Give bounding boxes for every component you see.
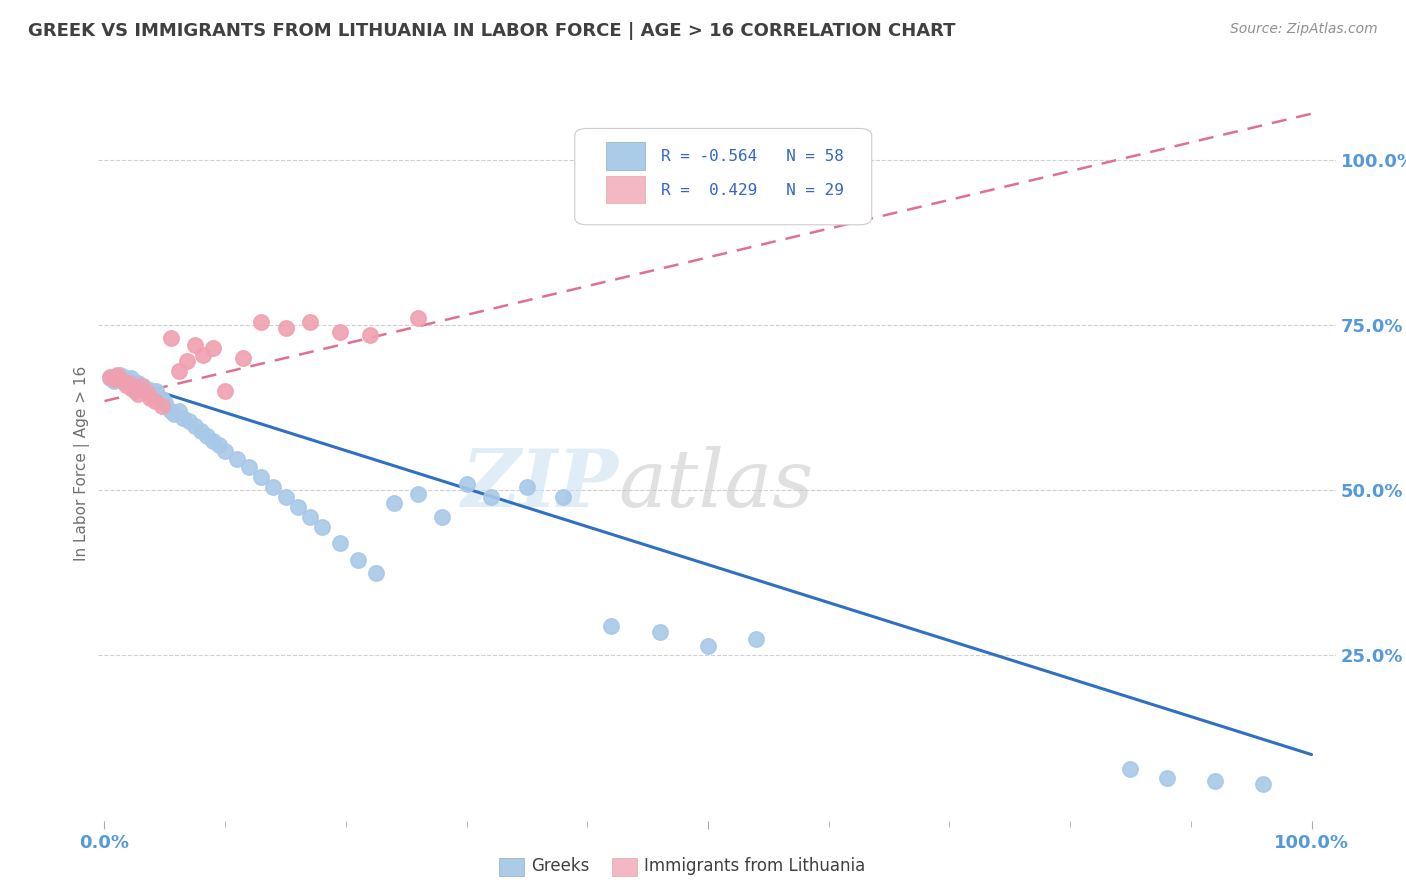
Point [117, 376, 139, 391]
Text: Immigrants from Lithuania: Immigrants from Lithuania [644, 857, 865, 875]
Point [202, 434, 225, 448]
Point [124, 377, 146, 392]
Point [160, 404, 183, 418]
Text: atlas: atlas [619, 447, 814, 524]
Point [432, 509, 454, 524]
Point [184, 418, 207, 433]
Point [108, 371, 131, 385]
Point [516, 480, 538, 494]
Point [135, 385, 157, 400]
Point [298, 315, 321, 329]
Point [108, 368, 131, 383]
Point [1251, 777, 1274, 791]
Point [129, 379, 152, 393]
Point [648, 625, 671, 640]
Point [479, 490, 502, 504]
Point [103, 374, 125, 388]
Point [382, 496, 405, 510]
Point [139, 391, 162, 405]
Point [108, 372, 131, 386]
Point [329, 325, 352, 339]
Text: ZIP: ZIP [461, 447, 619, 524]
Point [262, 480, 284, 494]
Point [1156, 771, 1178, 785]
Point [193, 348, 215, 362]
Text: Source: ZipAtlas.com: Source: ZipAtlas.com [1230, 22, 1378, 37]
Point [195, 429, 218, 443]
Point [100, 371, 122, 385]
Point [274, 321, 297, 335]
Point [250, 315, 273, 329]
Point [127, 387, 149, 401]
Point [184, 338, 207, 352]
Point [135, 385, 157, 400]
Point [148, 391, 170, 405]
Point [111, 371, 134, 385]
Point [139, 383, 162, 397]
Text: R = -0.564   N = 58: R = -0.564 N = 58 [661, 150, 844, 164]
Point [359, 328, 381, 343]
Point [145, 384, 167, 399]
Point [153, 396, 176, 410]
Point [143, 394, 166, 409]
Point [169, 404, 191, 418]
Text: R =  0.429   N = 29: R = 0.429 N = 29 [661, 183, 844, 198]
Point [364, 566, 387, 580]
Point [152, 392, 174, 406]
Point [250, 470, 273, 484]
Point [214, 443, 236, 458]
Point [347, 552, 370, 566]
Bar [606, 176, 645, 203]
Point [115, 373, 138, 387]
Point [105, 368, 128, 383]
Point [408, 486, 430, 500]
Point [202, 341, 225, 355]
Point [232, 351, 254, 365]
FancyBboxPatch shape [575, 128, 872, 225]
Point [298, 509, 321, 524]
Point [697, 639, 720, 653]
Point [190, 424, 212, 438]
Point [329, 536, 352, 550]
Point [120, 371, 142, 385]
Point [745, 632, 768, 646]
Point [238, 460, 260, 475]
Point [172, 410, 194, 425]
Point [111, 374, 134, 388]
Point [177, 414, 200, 428]
Point [553, 490, 575, 504]
Point [600, 618, 623, 632]
Point [163, 407, 186, 421]
Point [408, 311, 430, 326]
Point [129, 381, 152, 395]
Point [1119, 762, 1142, 776]
Point [287, 500, 309, 514]
Point [176, 354, 198, 368]
Point [274, 490, 297, 504]
Point [152, 399, 174, 413]
Y-axis label: In Labor Force | Age > 16: In Labor Force | Age > 16 [75, 367, 90, 561]
Point [1204, 774, 1226, 789]
Point [132, 379, 155, 393]
Point [124, 384, 146, 399]
Point [214, 384, 236, 399]
Point [311, 519, 333, 533]
Text: GREEK VS IMMIGRANTS FROM LITHUANIA IN LABOR FORCE | AGE > 16 CORRELATION CHART: GREEK VS IMMIGRANTS FROM LITHUANIA IN LA… [28, 22, 956, 40]
Point [142, 387, 165, 401]
Bar [606, 143, 645, 169]
Point [120, 381, 142, 395]
Point [226, 451, 249, 466]
Point [115, 377, 138, 392]
Point [208, 438, 231, 452]
Point [117, 374, 139, 388]
Point [112, 370, 135, 384]
Point [105, 369, 128, 384]
Point [456, 476, 478, 491]
Point [169, 364, 191, 378]
Point [103, 372, 125, 386]
Text: Greeks: Greeks [531, 857, 591, 875]
Point [127, 376, 149, 390]
Point [160, 331, 183, 345]
Point [100, 369, 122, 384]
